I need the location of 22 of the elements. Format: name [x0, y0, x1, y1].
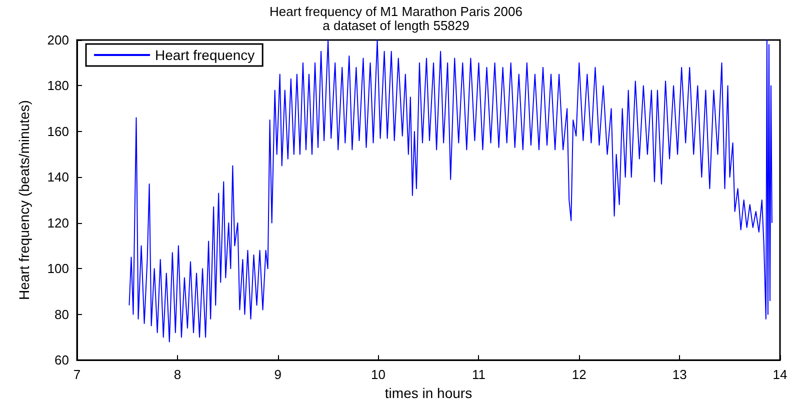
chart-title: Heart frequency of M1 Marathon Paris 2006: [270, 4, 522, 19]
x-axis-title: times in hours: [384, 385, 472, 401]
legend-label: Heart frequency: [155, 47, 255, 63]
chart-subtitle: a dataset of length 55829: [322, 18, 470, 33]
y-tick-label: 160: [47, 124, 69, 139]
x-tick-label: 13: [672, 367, 687, 382]
y-tick-label: 60: [54, 352, 69, 368]
y-tick-label: 120: [47, 215, 69, 230]
x-tick-label: 12: [572, 367, 586, 382]
x-tick-label: 10: [371, 367, 386, 382]
y-tick-label: 140: [47, 170, 69, 185]
y-tick-label: 100: [47, 261, 69, 276]
x-tick-label: 9: [274, 367, 282, 382]
x-tick-label: 7: [73, 367, 81, 382]
y-tick-label: 200: [47, 32, 69, 48]
x-tick-label: 8: [174, 367, 182, 382]
x-tick-label: 11: [472, 367, 486, 382]
x-tick-label: 14: [772, 367, 788, 382]
y-tick-label: 180: [47, 78, 69, 94]
line-series: [128, 40, 772, 342]
y-axis-title: Heart frequency (beats/minutes): [16, 100, 32, 300]
y-tick-label: 80: [54, 306, 69, 322]
